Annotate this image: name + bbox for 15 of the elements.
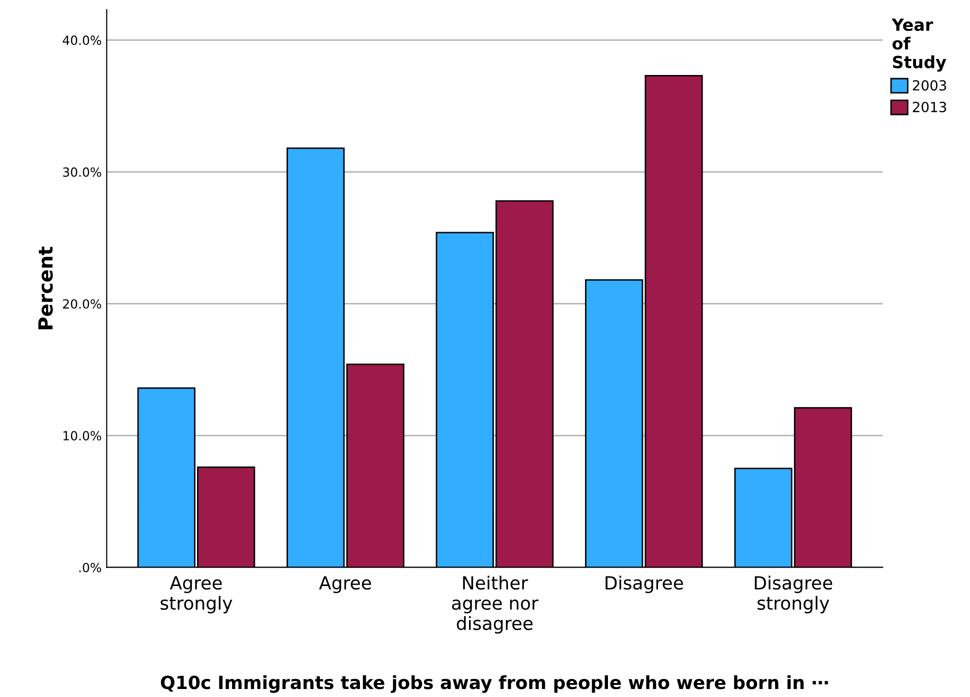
y-tick-label: 30.0% [63,167,102,177]
x-axis-title: Q10c Immigrants take jobs away from people who were born in ⋯ [160,675,828,693]
y-tick-label: .0% [79,562,102,572]
legend-label: 2003 [912,80,946,91]
x-tick-label: Disagree strongly [754,576,832,614]
legend-title: Year of Study [892,18,946,72]
legend-label: 2013 [912,102,946,112]
x-tick-label: Neither agree nor disagree [452,576,538,634]
x-tick-label: Disagree [606,576,684,594]
x-tick-label: Agree [319,576,372,594]
y-axis-title: Percent [38,246,53,330]
y-tick-label: 20.0% [63,299,102,309]
y-tick-label: 10.0% [64,431,102,440]
y-tick-label: 40.0% [62,36,102,46]
x-tick-label: Agree strongly [160,576,232,614]
